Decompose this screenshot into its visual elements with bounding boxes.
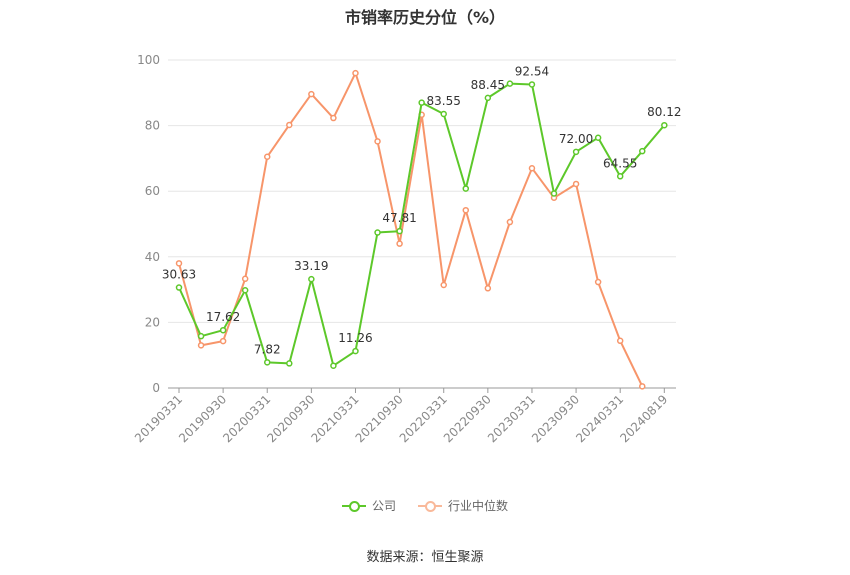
data-label: 64.55 [603, 156, 637, 170]
industry-median-point [263, 153, 271, 161]
data-source: 数据来源：恒生聚源 [366, 550, 484, 565]
data-label: 11.26 [338, 331, 372, 345]
company-point [241, 287, 249, 294]
data-label: 33.19 [294, 259, 328, 273]
legend-industry-swatch [418, 500, 442, 512]
industry-median-point [616, 337, 624, 345]
x-tick-label: 20240819 [617, 392, 670, 445]
industry-median-point [175, 260, 183, 267]
company-point [661, 121, 668, 129]
company-point [175, 284, 183, 291]
industry-median-point [352, 69, 359, 77]
industry-median-point [308, 90, 315, 98]
legend-item-industry-median[interactable]: 行业中位数 [418, 497, 508, 514]
legend-company-label: 公司 [371, 499, 396, 513]
industry-median-point [506, 218, 514, 226]
industry-median-point [528, 164, 536, 172]
legend-industry-label: 行业中位数 [448, 499, 509, 513]
y-tick-label: 60 [145, 184, 160, 198]
company-point [352, 347, 359, 355]
industry-median-point [594, 278, 602, 286]
y-tick-label: 40 [145, 250, 160, 264]
legend-item-company[interactable]: 公司 [341, 497, 396, 514]
data-label: 88.45 [471, 78, 505, 92]
industry-median-point [572, 180, 580, 188]
company-point [396, 227, 403, 235]
data-label: 80.12 [647, 105, 681, 119]
company-point [286, 360, 293, 367]
data-label: 72.00 [559, 132, 593, 146]
industry-median-point [330, 114, 337, 122]
company-point [506, 80, 514, 87]
company-point [263, 359, 271, 366]
company-point [594, 134, 602, 141]
y-tick-label: 0 [152, 381, 160, 395]
data-label: 17.62 [206, 310, 240, 324]
industry-median-point [374, 138, 381, 145]
data-label: 7.82 [254, 342, 281, 356]
company-point [528, 81, 536, 88]
data-label: 47.81 [382, 211, 416, 225]
company-point [197, 332, 205, 340]
company-point [550, 190, 558, 197]
data-label: 92.54 [515, 64, 549, 78]
y-tick-label: 100 [137, 53, 160, 67]
industry-median-point [396, 240, 403, 247]
y-tick-label: 80 [145, 119, 160, 133]
industry-median-point [197, 342, 205, 349]
industry-median-point [219, 337, 227, 345]
chart-title: 市销率历史分位（%） [344, 8, 506, 27]
company-point [440, 110, 447, 118]
legend: 公司 行业中位数 [0, 497, 850, 514]
industry-median-point [286, 121, 293, 129]
company-point [374, 229, 381, 236]
company-point [616, 173, 624, 180]
data-label: 30.63 [162, 268, 196, 282]
company-point [639, 147, 646, 155]
company-point [330, 362, 337, 369]
company-point [219, 326, 227, 334]
company-point [308, 275, 315, 283]
industry-median-point [462, 206, 470, 214]
y-tick-label: 20 [145, 315, 160, 329]
industry-median-line [178, 72, 644, 387]
industry-median-point [440, 281, 447, 289]
company-point [484, 94, 492, 102]
industry-median-point [484, 285, 492, 292]
company-point [572, 148, 580, 156]
company-point [462, 185, 470, 192]
industry-median-point [241, 275, 249, 283]
company-point [418, 99, 425, 106]
industry-median-point [639, 383, 646, 390]
data-label: 83.55 [427, 94, 461, 108]
legend-company-swatch [341, 500, 366, 512]
